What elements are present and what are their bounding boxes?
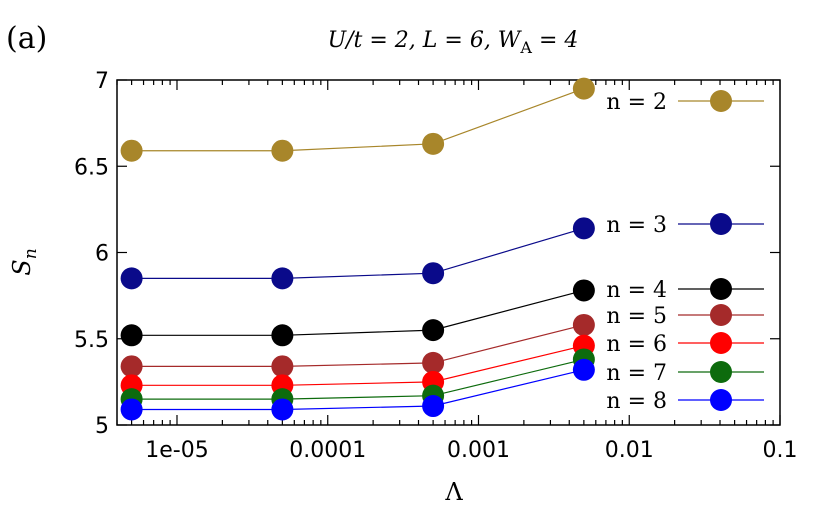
legend-marker: [710, 213, 732, 235]
legend-label: n = 7: [606, 361, 667, 386]
legend-entry: n = 2: [606, 90, 764, 115]
legend-label: n = 2: [606, 90, 667, 115]
legend-entry: n = 3: [606, 213, 764, 238]
legend-label: n = 3: [606, 213, 667, 238]
data-point: [120, 139, 143, 162]
data-point: [422, 262, 445, 285]
y-axis: 5 5.5 6 6.5 7: [74, 69, 780, 439]
series-line: [131, 369, 585, 411]
legend-marker: [710, 304, 732, 326]
data-point: [271, 355, 294, 378]
series-n7: [120, 348, 595, 411]
legend-marker: [710, 278, 732, 300]
series-n4: [120, 279, 595, 347]
legend-marker: [710, 389, 732, 411]
data-point: [422, 395, 445, 418]
legend-entry: n = 7: [606, 361, 764, 386]
data-point: [271, 324, 294, 347]
legend-entry: n = 6: [606, 332, 764, 357]
series-line: [131, 88, 585, 152]
legend-entry: n = 8: [606, 389, 764, 414]
legend-entry: n = 4: [606, 278, 764, 303]
series-line: [131, 324, 585, 367]
data-point: [120, 324, 143, 347]
data-point: [271, 139, 294, 162]
data-point: [120, 398, 143, 421]
series-n8: [120, 358, 595, 421]
data-point: [572, 313, 595, 336]
x-tick-label: 0.1: [763, 438, 798, 463]
panel-label: (a): [6, 21, 47, 56]
series-line: [131, 227, 585, 279]
plot-title: U/t = 2, L = 6, WA = 4: [328, 28, 579, 57]
data-point: [120, 355, 143, 378]
legend-entry: n = 5: [606, 304, 764, 329]
data-point: [422, 319, 445, 342]
y-tick-label: 5: [95, 414, 109, 439]
x-axis-title: Λ: [444, 478, 463, 506]
x-tick-label: 0.0001: [289, 438, 366, 463]
series-n3: [120, 217, 595, 290]
series-n6: [120, 334, 595, 397]
data-point: [271, 267, 294, 290]
data-point: [572, 77, 595, 100]
x-axis: 1e-05 0.0001 0.001 0.01 0.1: [116, 80, 798, 463]
y-tick-label: 6.5: [74, 155, 109, 180]
data-point: [422, 351, 445, 374]
legend-label: n = 6: [606, 332, 667, 357]
plot-frame: [116, 79, 781, 426]
series-line: [131, 358, 585, 400]
legend-label: n = 8: [606, 389, 667, 414]
legend-marker: [710, 90, 732, 112]
series-line: [131, 289, 585, 336]
x-tick-label: 1e-05: [145, 438, 208, 463]
legend-marker: [710, 361, 732, 383]
legend-label: n = 5: [606, 304, 667, 329]
series-group: [120, 77, 595, 421]
y-tick-label: 5.5: [74, 328, 109, 353]
y-tick-label: 6: [95, 242, 109, 267]
y-axis-title-text: Sn: [8, 248, 41, 275]
data-point: [572, 217, 595, 240]
legend-label: n = 4: [606, 278, 667, 303]
data-point: [271, 398, 294, 421]
data-point: [572, 279, 595, 302]
legend-marker: [710, 332, 732, 354]
y-axis-title: Sn: [8, 248, 41, 275]
legend: n = 2 n = 3 n = 4n = 5 n = 6 n = 7 n = 8: [606, 90, 764, 414]
series-n5: [120, 313, 595, 378]
y-tick-label: 7: [95, 69, 109, 94]
x-tick-label: 0.01: [605, 438, 654, 463]
data-point: [572, 358, 595, 381]
data-point: [120, 267, 143, 290]
series-line: [131, 345, 585, 386]
x-tick-label: 0.001: [447, 438, 510, 463]
data-point: [422, 132, 445, 155]
series-n2: [120, 77, 595, 162]
